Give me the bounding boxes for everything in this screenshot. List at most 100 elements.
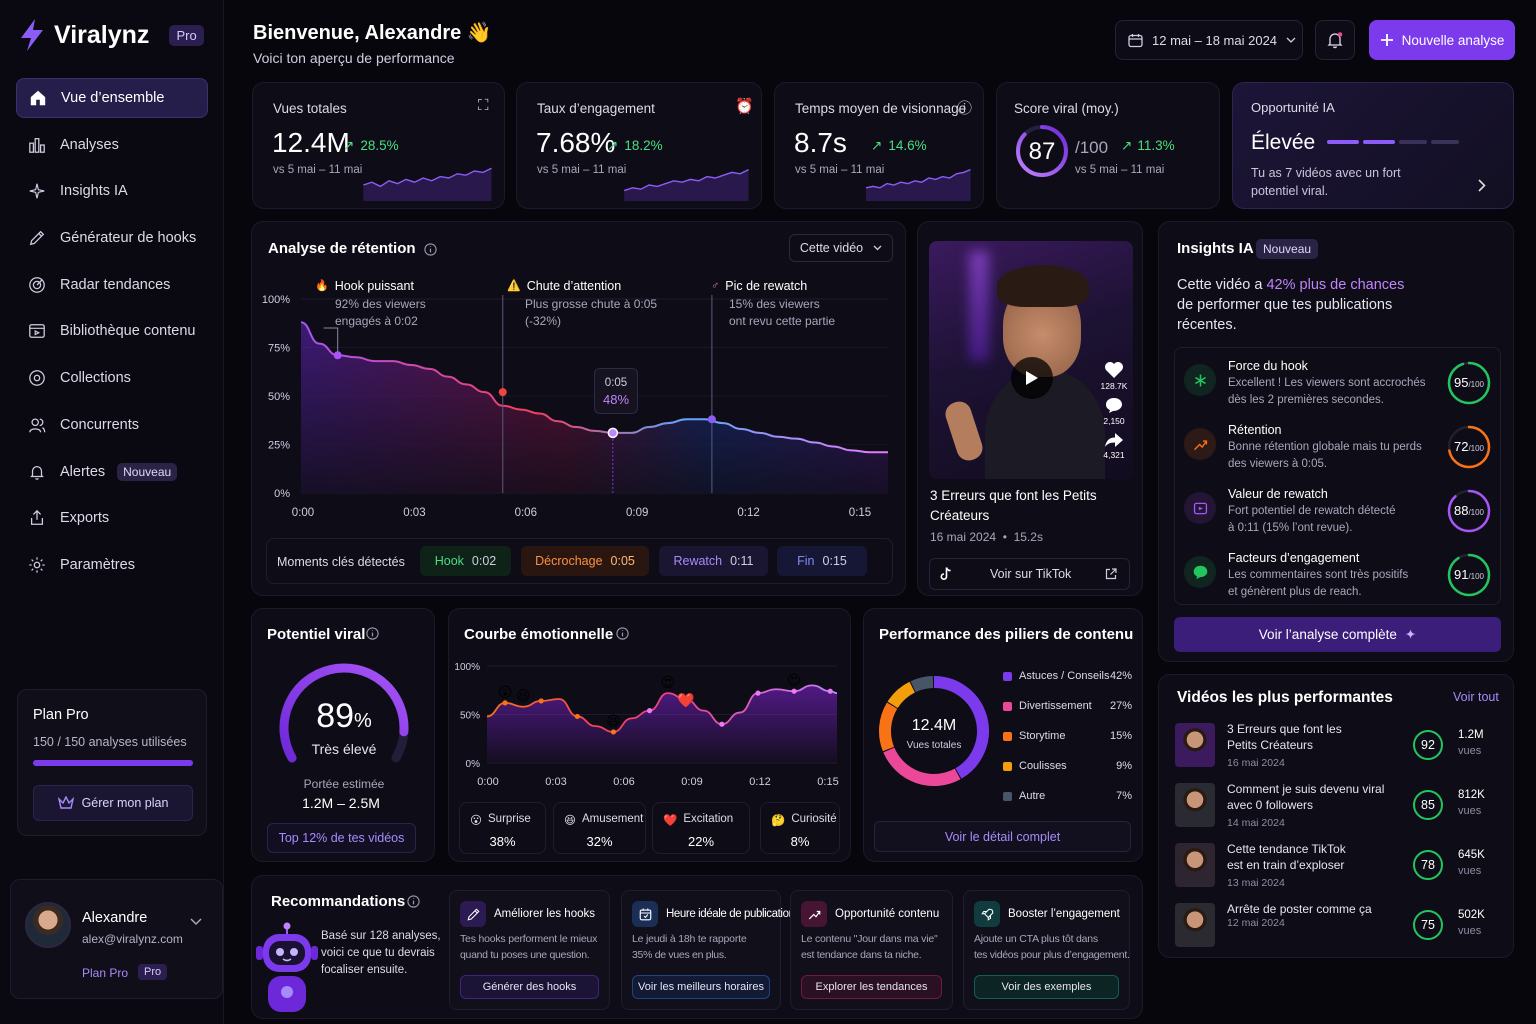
donut-slice[interactable] — [933, 676, 989, 779]
play-button[interactable] — [1011, 357, 1053, 399]
date-range-picker[interactable]: 12 mai – 18 mai 2024 — [1115, 20, 1303, 60]
info-icon[interactable] — [366, 627, 379, 640]
nav-item-0[interactable]: Vue d’ensemble — [16, 78, 208, 118]
key-moment-pill[interactable]: Rewatch 0:11 — [659, 546, 768, 576]
kpi-delta-value: 14.6% — [888, 138, 927, 153]
retention-marker[interactable] — [498, 388, 507, 397]
insight-text: Fort potentiel de rewatch détecté — [1228, 505, 1396, 517]
comment-icon[interactable] — [1105, 397, 1123, 414]
user-card[interactable]: Alexandre alex@viralynz.com Plan Pro Pro — [10, 879, 223, 999]
emotion-stat-card: 😆 Amusement 32% — [553, 802, 646, 854]
legend-swatch — [1003, 762, 1012, 771]
nav-item-8[interactable]: Alertes Nouveau — [16, 452, 208, 492]
insight-score-ring — [1447, 425, 1491, 469]
top-videos-badge[interactable]: Top 12% de tes vidéos — [267, 823, 416, 853]
video-thumbnail[interactable]: 128.7K 2,150 4,321 — [929, 241, 1133, 479]
recommendation-action-button[interactable]: Voir des exemples — [974, 975, 1119, 999]
warning-icon: ⚠️ — [507, 280, 521, 292]
info-icon[interactable] — [407, 895, 420, 908]
insight-score-suffix: /100 — [1468, 444, 1485, 453]
donut-slice[interactable] — [883, 747, 961, 786]
heart-icon[interactable] — [1104, 361, 1124, 379]
recommendation-text: quand tu poses une question. — [460, 949, 590, 961]
top-video-row[interactable]: Arrête de poster comme ça 12 mai 2024 75 50… — [1159, 901, 1515, 957]
nav-item-4[interactable]: Radar tendances — [16, 265, 208, 305]
nav-item-6[interactable]: Collections — [16, 358, 208, 398]
insight-score-suffix: /100 — [1468, 508, 1485, 517]
recommendation-text: Le jeudi à 18h te rapporte — [632, 933, 747, 945]
recommendation-action-button[interactable]: Explorer les tendances — [801, 975, 942, 999]
see-all-link[interactable]: Voir tout — [1453, 690, 1499, 704]
top-video-row[interactable]: 3 Erreurs que font les Petits Créateurs 16… — [1159, 721, 1515, 777]
recommendation-action-button[interactable]: Voir les meilleurs horaires — [632, 975, 770, 999]
retention-marker[interactable] — [607, 427, 619, 439]
nav-item-9[interactable]: Exports — [16, 498, 208, 538]
nav-item-label: Radar tendances — [60, 276, 171, 293]
retention-marker[interactable] — [333, 351, 342, 360]
y-tick-label: 75% — [268, 343, 290, 355]
brand-logo[interactable]: Viralynz Pro — [18, 18, 204, 52]
notifications-button[interactable] — [1315, 20, 1355, 60]
top-video-row[interactable]: Comment je suis devenu viral avec 0 follo… — [1159, 781, 1515, 837]
full-analysis-button[interactable]: Voir l’analyse complète ✦ — [1174, 617, 1501, 652]
insight-score: 72/100 — [1446, 439, 1492, 454]
info-icon[interactable] — [424, 243, 437, 256]
annotation-title-row: 🔥 Hook puissant — [315, 278, 426, 296]
asterisk-icon — [1194, 374, 1206, 386]
share-icon[interactable] — [1104, 432, 1124, 448]
kpi-action-icon[interactable]: ⏰ — [735, 98, 754, 115]
chevron-down-icon[interactable] — [190, 918, 202, 926]
info-icon[interactable] — [616, 627, 629, 640]
retention-video-dropdown[interactable]: Cette vidéo — [789, 234, 893, 262]
nav-item-2[interactable]: Insights IA — [16, 171, 208, 211]
insight-score-suffix: /100 — [1468, 572, 1485, 581]
top-video-title: est en train d’exploser — [1227, 858, 1345, 872]
nav-item-5[interactable]: Bibliothèque contenu — [16, 311, 208, 351]
top-video-title: Cette tendance TikTok — [1227, 842, 1346, 856]
top-videos-title: Vidéos les plus performantes — [1177, 689, 1393, 706]
plus-icon — [1380, 34, 1393, 46]
chevron-right-icon[interactable] — [1478, 179, 1486, 192]
donut-slice[interactable] — [879, 702, 898, 752]
lead-text: de performer que tes publications — [1177, 297, 1393, 313]
key-moments-label: Moments clés détectés — [277, 555, 405, 569]
kpi-action-icon[interactable]: ⛶ — [478, 97, 489, 114]
top-video-row[interactable]: Cette tendance TikTok est en train d’expl… — [1159, 841, 1515, 897]
insight-item[interactable]: Force du hook Excellent ! Les viewers son… — [1175, 356, 1502, 418]
emotion-label: Amusement — [582, 813, 644, 825]
insight-item[interactable]: Facteurs d’engagement Les commentaires so… — [1175, 548, 1502, 610]
insight-item[interactable]: Valeur de rewatch Fort potentiel de rewat… — [1175, 484, 1502, 546]
nav-item-1[interactable]: Analyses — [16, 125, 208, 165]
donut-slice[interactable] — [887, 681, 916, 709]
reach-value: 1.2M – 2.5M — [302, 795, 380, 811]
donut-slice[interactable] — [910, 676, 934, 693]
kpi-action-icon[interactable]: ⓘ — [957, 100, 973, 117]
top-video-score: 85 — [1413, 790, 1443, 820]
insight-score-ring — [1447, 361, 1491, 405]
manage-plan-button[interactable]: Gérer mon plan — [33, 785, 193, 821]
bell-icon — [30, 465, 44, 480]
top-video-thumbnail — [1175, 783, 1215, 827]
key-moment-pill[interactable]: Fin 0:15 — [777, 546, 867, 576]
ai-opportunity-card[interactable]: Opportunité IA Élevée Tu as 7 vidéos ave… — [1232, 82, 1514, 209]
emotion-emoji-icon: 😆 — [606, 713, 621, 729]
nav-item-7[interactable]: Concurrents — [16, 405, 208, 445]
rewatch-icon — [1193, 502, 1207, 514]
kpi-delta: ↗ 18.2% — [607, 138, 663, 154]
key-moment-pill[interactable]: Décrochage 0:05 — [521, 546, 649, 576]
pillars-detail-button[interactable]: Voir le détail complet — [874, 821, 1131, 852]
view-on-tiktok-button[interactable]: Voir sur TikTok — [929, 558, 1130, 590]
date-range-label: 12 mai – 18 mai 2024 — [1152, 32, 1278, 48]
insight-item[interactable]: Rétention Bonne rétention globale mais tu… — [1175, 420, 1502, 482]
insight-score: 91/100 — [1446, 567, 1492, 582]
nav-item-3[interactable]: Générateur de hooks — [16, 218, 208, 258]
ai-opportunity-level: Élevée — [1251, 131, 1316, 154]
retention-marker[interactable] — [707, 415, 716, 424]
new-analysis-button[interactable]: Nouvelle analyse — [1369, 20, 1515, 60]
kpi-sub: vs 5 mai – 11 mai — [537, 164, 627, 176]
key-moment-pill[interactable]: Hook 0:02 — [420, 546, 511, 576]
recommendation-action-button[interactable]: Générer des hooks — [460, 975, 599, 999]
emotion-curve-title: Courbe émotionnelle — [464, 626, 614, 643]
nav-item-10[interactable]: Paramètres — [16, 545, 208, 585]
top-video-views: 1.2M — [1458, 729, 1484, 741]
